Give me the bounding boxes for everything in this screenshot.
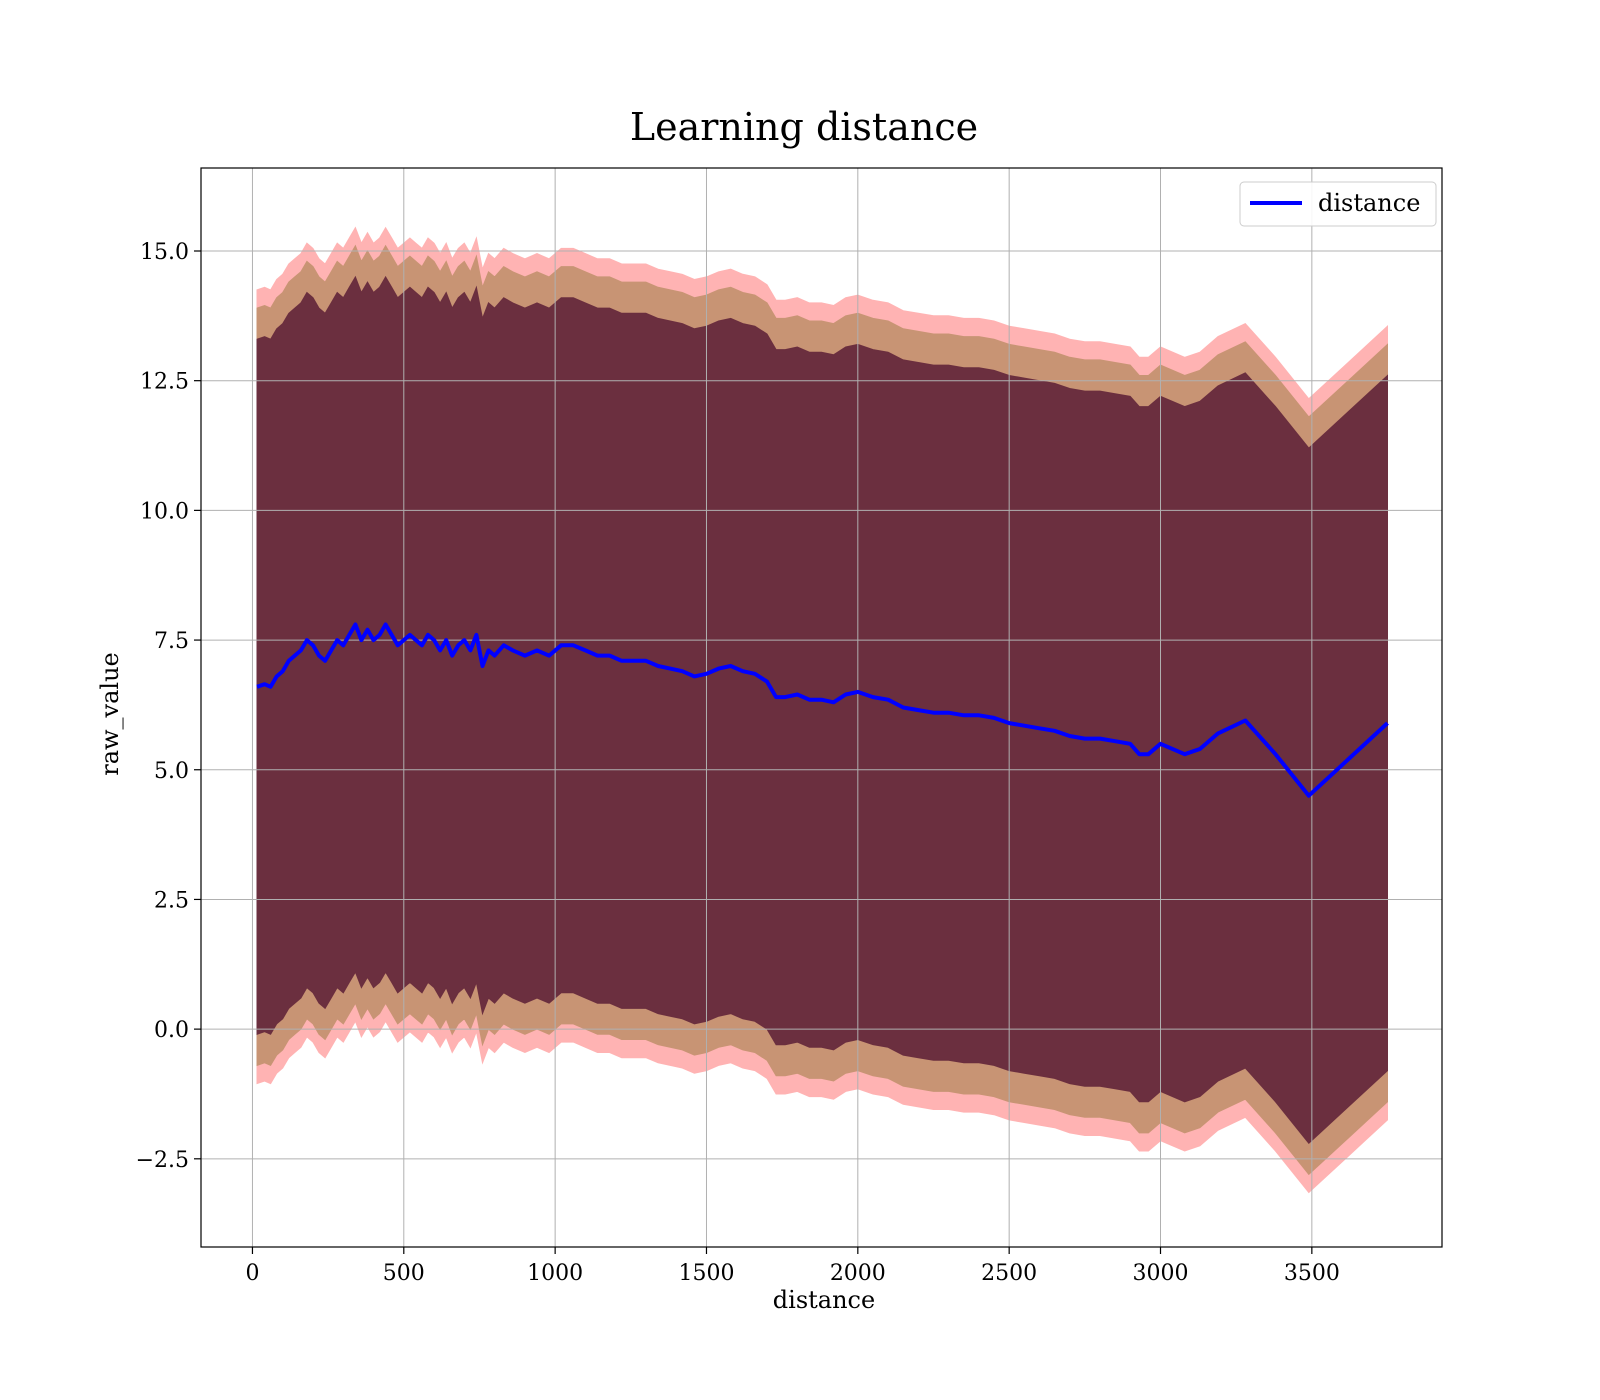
x-tick-label: 1500 bbox=[678, 1261, 734, 1286]
y-tick-label: −2.5 bbox=[136, 1148, 189, 1173]
y-tick-label: 7.5 bbox=[154, 629, 189, 654]
y-axis-title: raw_value bbox=[96, 652, 124, 776]
y-tick-label: 12.5 bbox=[140, 370, 189, 395]
x-tick-label: 0 bbox=[245, 1261, 259, 1286]
plot-area bbox=[200, 167, 1443, 1248]
legend: distance bbox=[1239, 181, 1437, 227]
legend-label-distance: distance bbox=[1318, 189, 1420, 217]
x-axis-title: distance bbox=[773, 1286, 875, 1314]
chart-title: Learning distance bbox=[630, 105, 978, 149]
y-tick-label: 5.0 bbox=[154, 759, 189, 784]
x-axis: 0 500 1000 1500 2000 2500 3000 3500 bbox=[245, 1247, 1340, 1286]
band-1sigma bbox=[256, 275, 1388, 1145]
x-tick-label: 3000 bbox=[1133, 1261, 1189, 1286]
y-tick-label: 10.0 bbox=[140, 499, 189, 524]
y-tick-label: 0.0 bbox=[154, 1018, 189, 1043]
y-axis: −2.5 0.0 2.5 5.0 7.5 10.0 12.5 15.0 bbox=[136, 240, 201, 1173]
y-tick-label: 15.0 bbox=[140, 240, 189, 265]
y-tick-label: 2.5 bbox=[154, 888, 189, 913]
x-tick-label: 500 bbox=[383, 1261, 425, 1286]
x-tick-label: 3500 bbox=[1284, 1261, 1340, 1286]
series-line-distance bbox=[256, 622, 1389, 798]
plot-frame bbox=[200, 167, 1443, 1248]
x-tick-label: 1000 bbox=[527, 1261, 583, 1286]
legend-box bbox=[1239, 181, 1437, 227]
x-tick-label: 2500 bbox=[981, 1261, 1037, 1286]
x-tick-label: 2000 bbox=[830, 1261, 886, 1286]
